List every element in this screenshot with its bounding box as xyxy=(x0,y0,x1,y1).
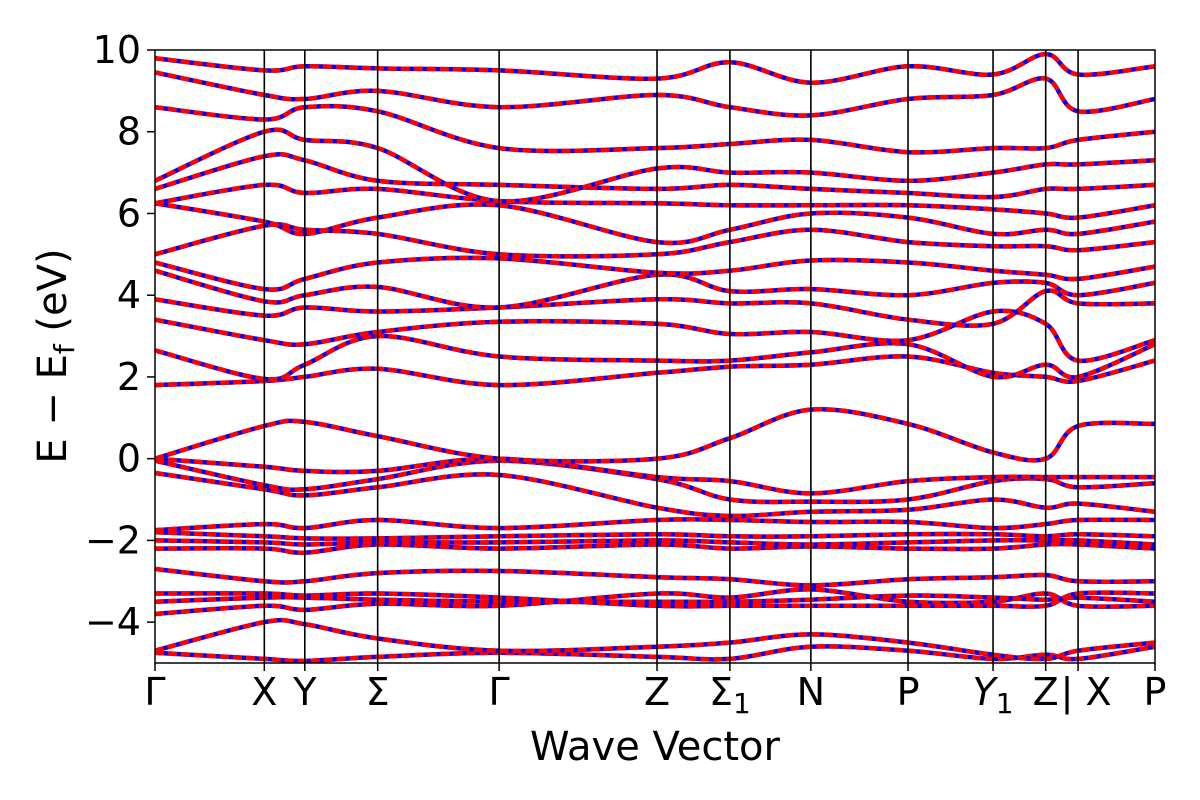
y-tick-label: 2 xyxy=(117,355,141,399)
x-tick-label: Γ xyxy=(144,670,165,714)
y-ticks: −4 −2 0 2 4 6 8 10 xyxy=(85,28,155,644)
x-axis-title: Wave Vector xyxy=(530,724,781,770)
x-tick-label: Σ xyxy=(366,670,390,714)
y-tick-label: 4 xyxy=(117,273,141,317)
x-tick-label: P xyxy=(1144,670,1167,714)
band-19-red xyxy=(155,268,1155,310)
kpoint-lines xyxy=(263,50,1079,663)
x-tick-label: Γ xyxy=(489,670,510,714)
band-20-red xyxy=(155,255,1155,292)
band-22-red xyxy=(155,201,1155,246)
band-17-red xyxy=(155,308,1155,364)
y-axis-title-main: E − E xyxy=(30,354,76,464)
band-21-red xyxy=(155,222,1155,259)
x-tick-label: Z xyxy=(1033,670,1059,714)
plot-frame xyxy=(154,49,1156,664)
band-27-red xyxy=(155,70,1155,118)
x-tick-label: P xyxy=(897,670,920,714)
x-tick-label: Y1 xyxy=(973,670,1014,720)
y-tick-label: −2 xyxy=(85,518,141,562)
x-tick-label: Z xyxy=(644,670,670,714)
x-tick-label: Σ1 xyxy=(709,670,751,720)
band-24-red xyxy=(155,152,1155,200)
x-tick-label: X xyxy=(251,670,277,714)
y-tick-label: 6 xyxy=(117,191,141,235)
band-26-red xyxy=(155,103,1155,155)
band-2-red xyxy=(155,617,1155,662)
x-tick-label: | X xyxy=(1061,670,1112,715)
y-axis-title-sub: f xyxy=(48,343,81,354)
y-tick-label: −4 xyxy=(85,600,141,644)
x-tick-label: Y xyxy=(292,670,317,714)
band-23-red xyxy=(155,182,1155,221)
y-tick-label: 8 xyxy=(117,110,141,154)
band-12-red xyxy=(155,458,1155,505)
y-tick-label: 10 xyxy=(93,28,141,72)
y-axis-title: E − Ef (eV) xyxy=(30,248,81,463)
y-axis-title-unit: (eV) xyxy=(30,248,76,344)
x-tick-label: N xyxy=(797,670,825,714)
band-18-red xyxy=(155,288,1155,328)
y-tick-label: 0 xyxy=(117,437,141,481)
band-14-red xyxy=(155,406,1155,464)
